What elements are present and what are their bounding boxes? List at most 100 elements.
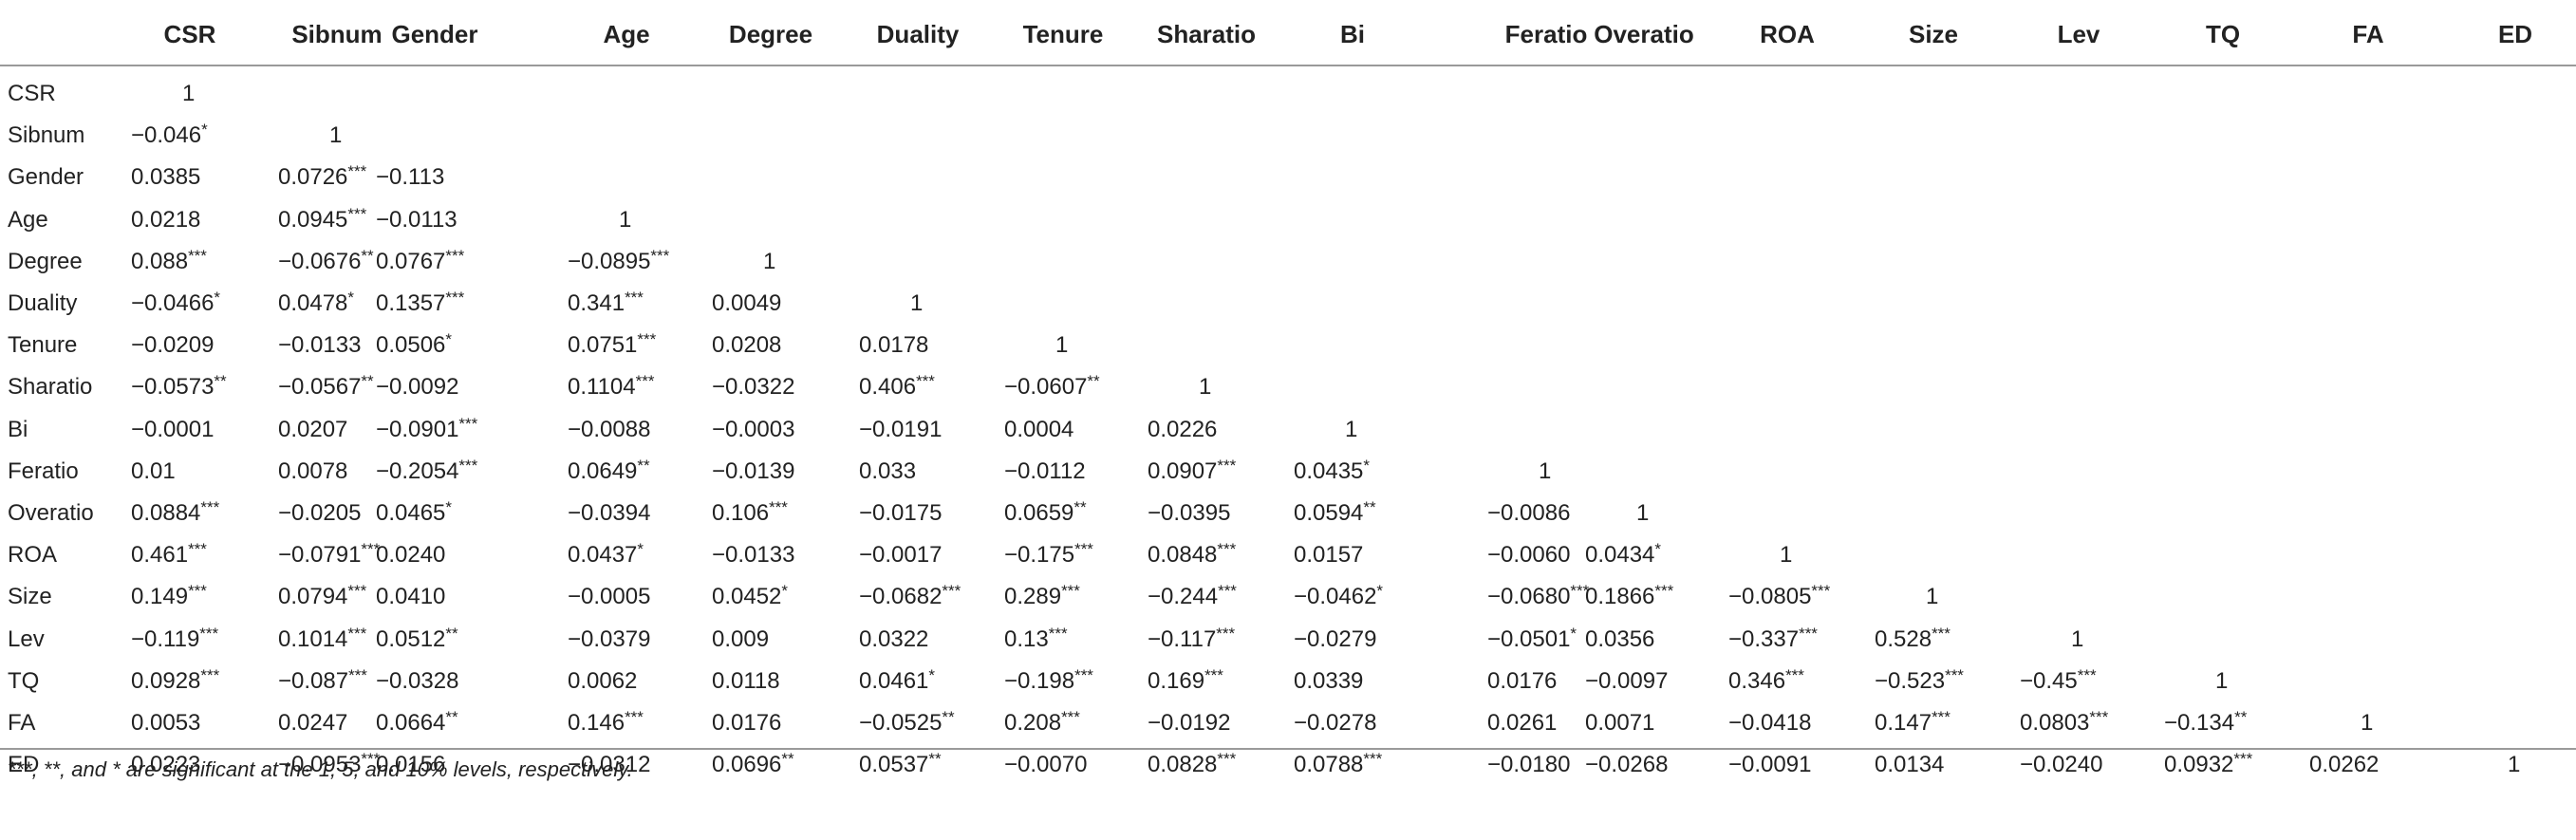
table-cell: −0.0682*** (859, 576, 961, 618)
significance-marker: *** (2233, 750, 2253, 769)
cell-value: 0.0218 (131, 206, 201, 233)
significance-marker: *** (625, 708, 644, 726)
cell-value: 0.1357 (376, 290, 446, 316)
significance-marker: ** (361, 372, 374, 391)
significance-marker: * (1376, 582, 1384, 601)
cell-value: 0.0156 (376, 752, 446, 778)
significance-marker: *** (635, 372, 655, 391)
cell-value: 0.147 (1875, 710, 1932, 736)
table-cell: 0.0385 (131, 157, 200, 198)
cell-value: −0.0379 (568, 625, 651, 652)
cell-value: 0.1104 (568, 374, 636, 401)
table-row: Overatio 0.0884*** −0.0205 0.0465* −0.0394 0.… (0, 493, 2576, 534)
significance-marker: *** (200, 498, 220, 516)
table-cell: −0.087*** (278, 661, 367, 702)
table-cell: −0.198*** (1004, 661, 1093, 702)
cell-value: −0.0001 (131, 416, 215, 442)
table-cell: −0.175*** (1004, 534, 1093, 576)
table-cell: 0.0452* (712, 576, 788, 618)
cell-value: −0.0113 (376, 206, 457, 233)
table-cell: −0.0791*** (278, 534, 380, 576)
table-cell: −0.0805*** (1728, 576, 1830, 618)
table-cell: −0.0462* (1294, 576, 1383, 618)
table-row: Tenure −0.0209 −0.0133 0.0506* 0.0751*** 0.02… (0, 325, 2576, 366)
cell-value: −0.134 (2164, 710, 2235, 736)
table-cell: −0.0379 (568, 619, 650, 661)
table-cell: 0.528*** (1875, 619, 1951, 661)
cell-value: −0.0060 (1487, 542, 1571, 569)
table-cell: 0.0049 (712, 283, 781, 325)
cell-value: 0.0226 (1148, 416, 1218, 442)
cell-value: 0.1866 (1585, 584, 1655, 610)
significance-marker: *** (1799, 624, 1818, 643)
table-cell: 1 (1780, 534, 1792, 576)
table-cell: −0.0680*** (1487, 576, 1589, 618)
significance-marker: *** (361, 540, 381, 559)
table-cell: −0.0113 (376, 199, 457, 241)
cell-value: −0.45 (2020, 667, 2078, 694)
cell-value: −0.0901 (376, 416, 459, 442)
cell-value: 0.0726 (278, 164, 348, 191)
cell-value: 0.0437 (568, 542, 638, 569)
row-label: Bi (8, 416, 28, 442)
significance-marker: *** (1204, 665, 1223, 684)
table-cell: −0.0268 (1585, 744, 1668, 786)
row-label: TQ (8, 667, 40, 694)
row-label: Tenure (8, 332, 78, 359)
cell-value: 0.0071 (1585, 710, 1655, 736)
cell-value: 0.0512 (376, 625, 446, 652)
cell-value: 1 (1539, 457, 1552, 484)
table-cell: −0.0133 (712, 534, 794, 576)
significance-marker: * (347, 289, 355, 307)
table-cell: 0.0932*** (2164, 744, 2252, 786)
table-cell: 0.0176 (1487, 661, 1557, 702)
table-row: Age 0.0218 0.0945*** −0.0113 1 (0, 199, 2576, 241)
table-cell: −0.0205 (278, 493, 361, 534)
cell-value: 0.0751 (568, 332, 638, 359)
cell-value: 0.0240 (376, 542, 446, 569)
row-label: Size (8, 584, 52, 610)
row-label: Degree (8, 248, 83, 274)
cell-value: −0.0525 (859, 710, 943, 736)
cell-value: −0.175 (1004, 542, 1075, 569)
significance-marker: *** (2089, 708, 2109, 726)
significance-marker: *** (1048, 624, 1068, 643)
table-cell: 1 (1055, 325, 1068, 366)
cell-value: 1 (182, 81, 196, 106)
cell-value: −0.0682 (859, 584, 943, 610)
cell-value: 0.0828 (1148, 752, 1218, 778)
table-cell: 0.0261 (1487, 702, 1557, 744)
table-row: Size 0.149*** 0.0794*** 0.0410 −0.0005 0.0452… (0, 576, 2576, 618)
cell-value: 0.01 (131, 457, 176, 484)
cell-value: −0.0088 (568, 416, 651, 442)
cell-value: −0.0394 (568, 500, 651, 526)
column-header-csr: CSR (163, 20, 216, 48)
table-cell: 0.0053 (131, 702, 200, 744)
table-cell: −0.0466* (131, 283, 220, 325)
cell-value: −0.0607 (1004, 374, 1088, 401)
cell-value: −0.0017 (859, 542, 943, 569)
table-cell: 0.0945*** (278, 199, 366, 241)
table-cell: 1 (2361, 702, 2373, 744)
table-cell: 0.0928*** (131, 661, 219, 702)
cell-value: 0.0223 (131, 752, 201, 778)
table-cell: 0.1104*** (568, 366, 654, 408)
significance-marker: *** (637, 330, 657, 349)
table-cell: 1 (910, 283, 923, 325)
cell-value: −0.0805 (1728, 584, 1812, 610)
table-cell: 0.0134 (1875, 744, 1944, 786)
significance-marker: * (214, 289, 221, 307)
cell-value: −0.0209 (131, 332, 215, 359)
cell-value: 0.341 (568, 290, 625, 316)
significance-marker: *** (458, 414, 478, 433)
cell-value: 0.0884 (131, 500, 201, 526)
cell-value: 0.0134 (1875, 752, 1945, 778)
significance-marker: ** (942, 708, 955, 726)
table-cell: 0.208*** (1004, 702, 1080, 744)
table-cell: 0.0767*** (376, 241, 464, 283)
table-cell: 0.0537** (859, 744, 942, 786)
table-cell: 0.0226 (1148, 409, 1217, 451)
table-cell: 0.0435* (1294, 451, 1370, 493)
table-cell: 0.0262 (2309, 744, 2379, 786)
significance-marker: *** (458, 456, 478, 475)
